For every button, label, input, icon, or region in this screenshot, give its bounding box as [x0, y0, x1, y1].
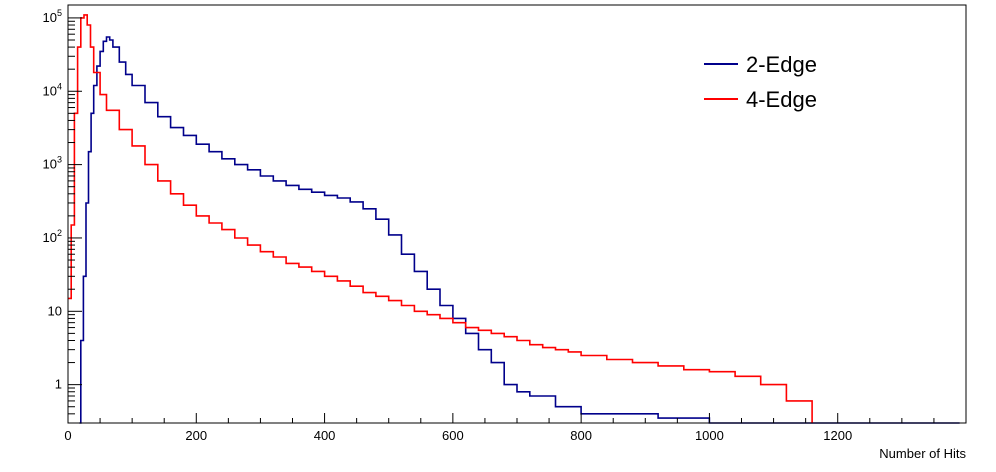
series-line-4-edge: [68, 14, 813, 423]
x-tick-label: 400: [314, 428, 336, 443]
legend: 2-Edge 4-Edge: [704, 52, 817, 112]
x-tick-label: 1000: [695, 428, 724, 443]
y-tick-label: 10: [48, 303, 62, 318]
x-tick-label: 200: [185, 428, 207, 443]
series-layer: [68, 14, 960, 424]
x-tick-label: 600: [442, 428, 464, 443]
legend-label: 2-Edge: [746, 52, 817, 77]
x-tick-label: 1200: [823, 428, 852, 443]
x-axis-title: Number of Hits: [879, 446, 966, 461]
x-tick-label: 0: [64, 428, 71, 443]
legend-label: 4-Edge: [746, 87, 817, 112]
y-tick-label: 1: [55, 377, 62, 392]
x-tick-label: 800: [570, 428, 592, 443]
x-axis: 0 200 400 600 800 1000 1200: [64, 413, 967, 443]
series-line-2-edge: [79, 36, 960, 424]
